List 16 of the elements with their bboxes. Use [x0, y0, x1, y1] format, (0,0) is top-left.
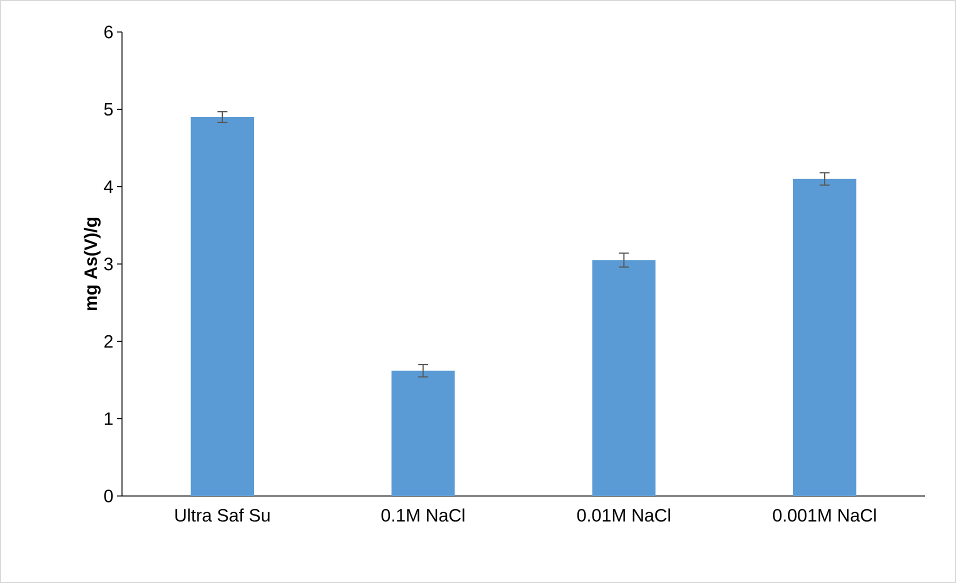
y-tick-label: 4 [104, 180, 113, 193]
y-tick-label: 0 [104, 490, 113, 502]
bar [793, 178, 856, 496]
x-tick-label: 0.01M NaCl [577, 508, 670, 522]
bar [190, 117, 254, 496]
x-tick-label: 0.1M NaCl [381, 508, 464, 522]
y-tick-label: 2 [104, 335, 113, 348]
y-axis-title: mg As(V)/g [84, 218, 101, 310]
y-tick-label: 6 [104, 26, 113, 38]
x-tick-label: Ultra Saf Su [175, 508, 270, 522]
x-tick-label: 0.001M NaCl [773, 508, 876, 522]
bar [392, 370, 455, 496]
bar [592, 260, 656, 496]
y-tick-label: 5 [104, 103, 113, 116]
y-tick-label: 3 [104, 258, 113, 270]
y-tick-label: 1 [104, 412, 113, 425]
